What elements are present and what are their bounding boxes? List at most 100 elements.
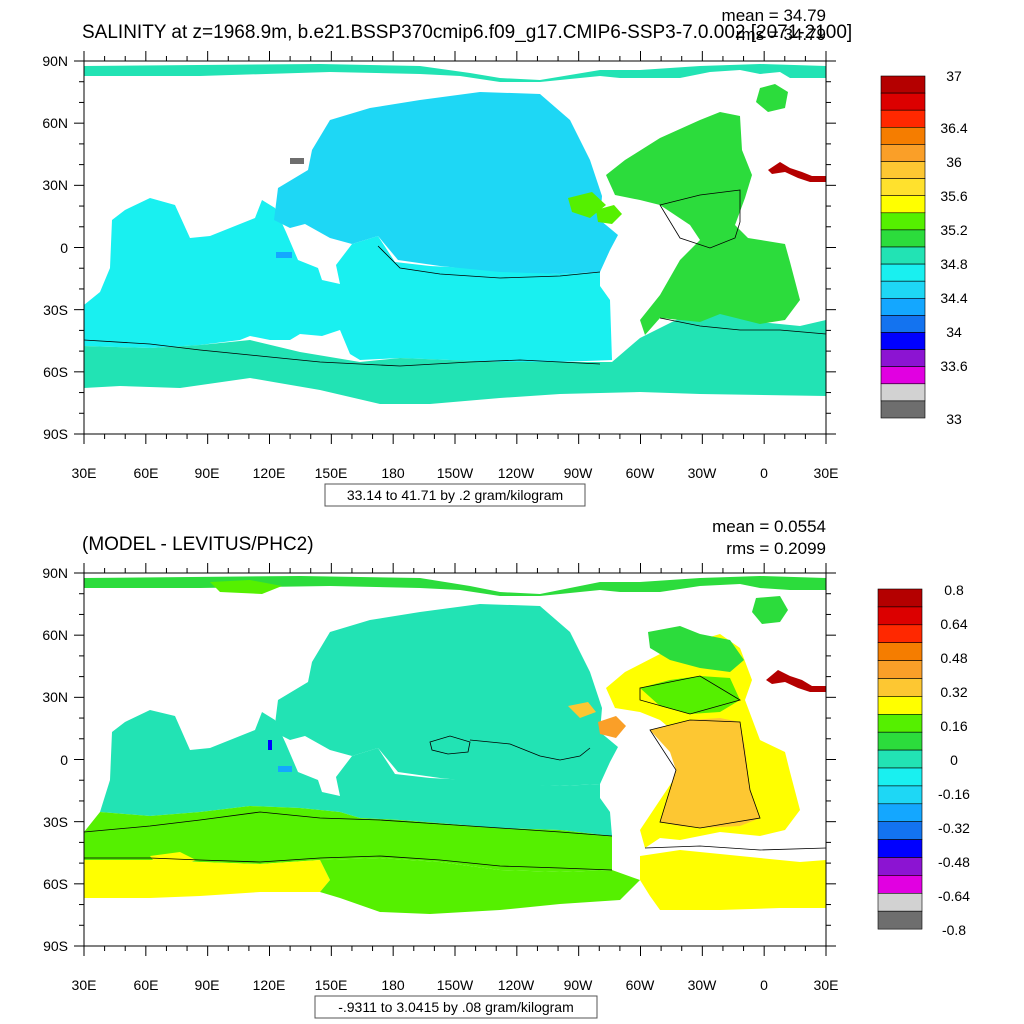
colorbar-swatch — [880, 400, 926, 419]
colorbar — [877, 588, 923, 930]
contour-line — [649, 719, 761, 829]
colorbar-label: -0.64 — [938, 888, 970, 904]
lat-tick-label: 30N — [42, 689, 68, 705]
ocean-small-gray — [290, 158, 304, 164]
range-label: -.9311 to 3.0415 by .08 gram/kilogram — [338, 999, 574, 1015]
panel-salinity: SALINITY at z=1968.9m, b.e21.BSSP370cmip… — [42, 6, 968, 507]
colorbar-swatch — [880, 144, 926, 162]
colorbar-swatch — [880, 263, 926, 282]
colorbar-swatch — [877, 606, 923, 626]
colorbar-swatch — [877, 624, 923, 643]
colorbar-swatch — [877, 857, 923, 876]
lat-tick-label: 60N — [42, 627, 68, 643]
axis-ticks — [74, 563, 836, 956]
ocean-labrador — [648, 626, 744, 672]
colorbar-label: 0.48 — [940, 650, 967, 666]
colorbar-swatch — [880, 212, 926, 231]
panel-title: (MODEL - LEVITUS/PHC2) — [82, 534, 314, 555]
colorbar-label: 0 — [950, 752, 958, 768]
colorbar-label: 36.4 — [940, 120, 967, 136]
colorbar-swatch — [880, 229, 926, 248]
contour-line — [639, 675, 742, 715]
colorbar-label: 0.8 — [944, 582, 964, 598]
rms-label: rms = 34.79 — [736, 25, 826, 44]
range-box: -.9311 to 3.0415 by .08 gram/kilogram — [314, 995, 598, 1019]
colorbar-swatch — [877, 910, 923, 930]
colorbar-labels: 37 36.4 36 35.6 35.2 34.8 34.4 34 33.6 3… — [940, 68, 967, 427]
map-area — [83, 64, 827, 404]
ocean-mediterranean — [766, 670, 826, 692]
lon-tick-label: 30E — [814, 465, 839, 481]
lat-tick-label: 60N — [42, 115, 68, 131]
colorbar-swatch — [877, 696, 923, 715]
lon-tick-label: 60W — [626, 465, 656, 481]
ocean-southern-atlantic-yellow — [640, 850, 826, 910]
lon-tick-label: 30E — [72, 465, 97, 481]
lon-tick-label: 0 — [760, 977, 768, 993]
lon-tick-labels: 30E 60E 90E 120E 150E 180 150W 120W 90W … — [72, 977, 839, 993]
colorbar-label: 35.2 — [940, 222, 967, 238]
colorbar-swatch — [877, 875, 923, 894]
colorbar-label: -0.32 — [938, 820, 970, 836]
lat-tick-label: 60S — [43, 876, 68, 892]
colorbar-swatch — [877, 642, 923, 661]
ocean-atlantic — [606, 112, 800, 335]
colorbar-swatch — [877, 839, 923, 858]
colorbar-label: -0.16 — [938, 786, 970, 802]
colorbar-swatch — [880, 383, 926, 402]
colorbar-swatch — [880, 349, 926, 368]
lat-tick-label: 60S — [43, 364, 68, 380]
colorbar-swatch — [880, 92, 926, 111]
lon-tick-label: 90W — [564, 977, 594, 993]
colorbar-swatch — [877, 767, 923, 787]
colorbar-swatch — [880, 109, 926, 128]
ocean-gulf-mexico — [596, 205, 622, 224]
ocean-small-blue-dark — [268, 740, 272, 750]
colorbar — [880, 75, 926, 419]
rms-label: rms = 0.2099 — [726, 539, 826, 558]
ocean-small-blue — [276, 252, 292, 258]
lon-tick-label: 120W — [498, 465, 535, 481]
ocean-southern — [84, 312, 826, 404]
lon-tick-label: 180 — [381, 977, 405, 993]
colorbar-swatch — [877, 803, 923, 822]
colorbar-label: 0.64 — [940, 616, 967, 632]
colorbar-swatch — [880, 195, 926, 214]
colorbar-swatch — [880, 161, 926, 179]
contour-line — [469, 739, 591, 761]
colorbar-label: 0.32 — [940, 684, 967, 700]
colorbar-swatch — [880, 366, 926, 385]
lon-tick-label: 150E — [315, 977, 348, 993]
ocean-southern-yellow — [84, 860, 330, 898]
colorbar-label: 37 — [946, 68, 962, 84]
lon-tick-label: 150W — [437, 977, 474, 993]
map-area — [83, 576, 827, 914]
lat-tick-label: 30S — [43, 302, 68, 318]
colorbar-swatch — [880, 127, 926, 145]
lat-tick-labels: 90N 60N 30N 0 30S 60S 90S — [42, 565, 68, 954]
lat-tick-label: 90S — [43, 938, 68, 954]
ocean-southern-green-deep — [320, 858, 640, 914]
ocean-southern-green — [84, 806, 612, 872]
lon-tick-label: 0 — [760, 465, 768, 481]
ocean-arctic — [84, 576, 826, 596]
colorbar-swatch — [877, 660, 923, 679]
colorbar-swatch — [880, 246, 926, 265]
lon-tick-label: 120W — [498, 977, 535, 993]
colorbar-label: 34.4 — [940, 290, 967, 306]
contour-line — [84, 855, 613, 871]
ocean-small-blue — [278, 766, 292, 772]
lon-tick-label: 90E — [195, 977, 220, 993]
map-frame — [74, 563, 836, 956]
range-box: 33.14 to 41.71 by .2 gram/kilogram — [324, 483, 586, 507]
lat-tick-labels: 90N 60N 30N 0 30S 60S 90S — [42, 53, 68, 442]
lat-tick-label: 90N — [42, 565, 68, 581]
mean-label: mean = 34.79 — [722, 6, 826, 25]
lon-tick-label: 30W — [688, 977, 718, 993]
map-frame — [74, 51, 836, 444]
contour-line — [377, 245, 601, 279]
ocean-arctic-green — [210, 580, 282, 594]
colorbar-label: 34.8 — [940, 256, 967, 272]
lon-tick-label: 120E — [253, 465, 286, 481]
